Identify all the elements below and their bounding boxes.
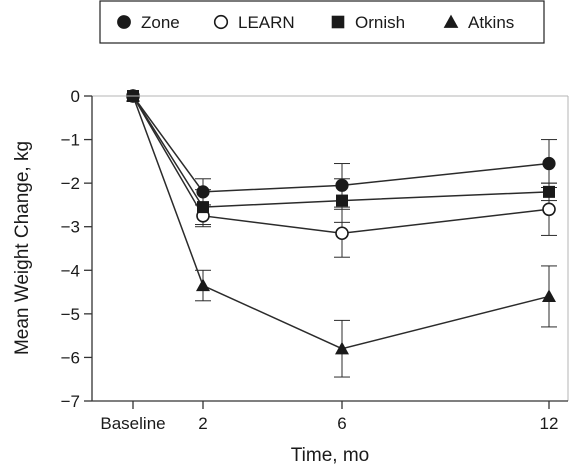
x-tick-label: 12 <box>540 414 559 433</box>
y-tick-label: −7 <box>61 392 80 411</box>
legend-marker-zone <box>117 15 131 29</box>
legend-label-zone: Zone <box>141 13 180 32</box>
data-point-ornish <box>197 201 209 214</box>
series-atkins <box>132 95 557 378</box>
series-line-ornish <box>132 95 550 208</box>
data-point-zone <box>196 185 210 199</box>
plot-area <box>126 89 557 378</box>
x-axis-label: Time, mo <box>291 445 369 466</box>
data-point-zone <box>542 156 556 171</box>
x-tick-label: 2 <box>198 414 207 433</box>
data-point-learn <box>542 202 556 217</box>
legend-label-learn: LEARN <box>238 13 295 32</box>
y-tick-label: −1 <box>61 131 80 150</box>
data-point-atkins <box>196 278 210 292</box>
data-point-atkins <box>542 289 556 303</box>
legend-marker-ornish <box>331 15 345 29</box>
legend-label-ornish: Ornish <box>355 13 405 32</box>
y-tick-label: −2 <box>61 174 80 193</box>
legend-box <box>99 0 545 44</box>
data-point-ornish <box>336 194 348 207</box>
data-point-ornish <box>543 185 555 198</box>
series-line-atkins <box>132 95 550 350</box>
y-tick-label: −3 <box>61 218 80 237</box>
series-line-zone <box>132 95 550 193</box>
x-tick-label: 6 <box>337 414 346 433</box>
y-axis-label: Mean Weight Change, kg <box>12 141 33 355</box>
y-tick-label: 0 <box>71 87 80 106</box>
y-tick-label: −6 <box>61 348 80 367</box>
data-point-zone <box>335 178 349 192</box>
x-tick-label: Baseline <box>100 414 165 433</box>
legend-marker-learn <box>213 14 229 30</box>
legend-marker-atkins <box>443 14 459 28</box>
data-point-atkins <box>126 89 140 102</box>
data-point-learn <box>335 226 349 241</box>
y-tick-label: −5 <box>61 305 80 324</box>
series-line-learn <box>132 95 550 235</box>
axes: 0 −1 −2 −3 −4 −5 −6 −7 Baseline 2 6 12 <box>61 87 569 433</box>
legend-label-atkins: Atkins <box>468 13 514 32</box>
legend: Zone LEARN Ornish Atkins <box>99 0 545 44</box>
data-point-atkins <box>335 341 349 355</box>
y-tick-label: −4 <box>61 261 80 280</box>
